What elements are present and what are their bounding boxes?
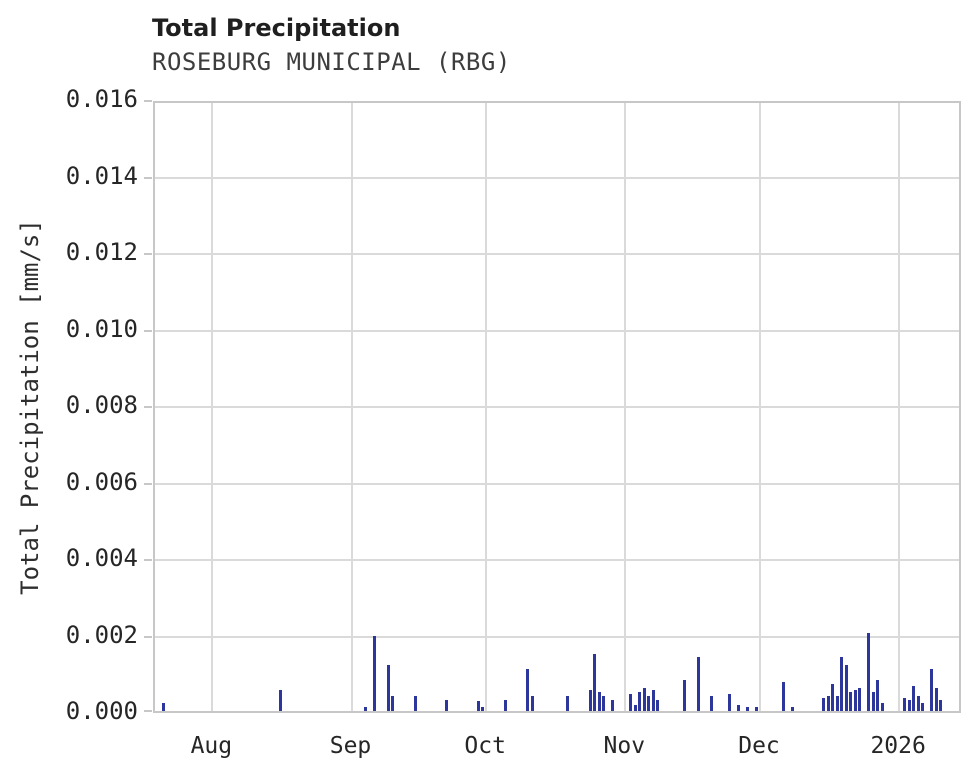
precipitation-bar bbox=[858, 688, 862, 711]
h-gridline bbox=[155, 635, 959, 638]
precipitation-bar bbox=[593, 653, 597, 711]
y-tick-mark bbox=[144, 329, 152, 332]
precipitation-bar bbox=[930, 668, 934, 711]
x-tick-label: Oct bbox=[464, 733, 506, 759]
precipitation-bar bbox=[907, 699, 911, 711]
precipitation-bar bbox=[530, 695, 534, 711]
precipitation-bar bbox=[413, 695, 417, 711]
precipitation-bar bbox=[939, 699, 943, 711]
x-tick-label: Dec bbox=[738, 733, 780, 759]
precipitation-bar bbox=[656, 699, 660, 711]
precipitation-bar bbox=[840, 657, 844, 711]
y-tick-mark bbox=[144, 559, 152, 561]
y-tick-label: 0.002 bbox=[65, 620, 138, 649]
h-gridline bbox=[155, 329, 959, 332]
precipitation-bar bbox=[162, 703, 166, 711]
precipitation-bar bbox=[844, 665, 848, 711]
precipitation-bar bbox=[822, 697, 826, 711]
h-gridline bbox=[155, 176, 959, 179]
y-tick-label: 0.010 bbox=[65, 314, 138, 343]
x-tick-label: Sep bbox=[329, 733, 372, 759]
y-tick-mark bbox=[144, 635, 152, 638]
v-gridline bbox=[485, 103, 488, 711]
precipitation-bar bbox=[638, 691, 642, 711]
precipitation-bar bbox=[647, 695, 651, 711]
y-tick-mark bbox=[144, 482, 152, 485]
precipitation-bar bbox=[391, 695, 395, 711]
h-gridline bbox=[155, 559, 959, 561]
x-tick-label: 2026 bbox=[870, 733, 926, 759]
precipitation-bar bbox=[526, 668, 530, 711]
y-tick-label: 0.000 bbox=[65, 697, 138, 725]
precipitation-bar bbox=[934, 688, 938, 711]
y-tick-mark bbox=[144, 406, 152, 408]
y-tick-label: 0.004 bbox=[65, 544, 138, 572]
precipitation-bar bbox=[597, 691, 601, 711]
precipitation-bar bbox=[602, 695, 606, 711]
precipitation-bar bbox=[476, 701, 480, 711]
precipitation-bar bbox=[921, 703, 925, 711]
precipitation-bar bbox=[755, 707, 758, 711]
precipitation-bar bbox=[445, 699, 449, 711]
precipitation-bar bbox=[629, 693, 633, 711]
y-tick-mark bbox=[144, 176, 152, 179]
plot-area bbox=[153, 101, 961, 713]
y-tick-mark bbox=[144, 710, 152, 712]
precipitation-bar bbox=[916, 695, 920, 711]
precipitation-bar bbox=[611, 699, 615, 711]
precipitation-bar bbox=[876, 680, 880, 711]
y-tick-label: 0.016 bbox=[65, 85, 138, 113]
precipitation-bar bbox=[696, 657, 700, 711]
precipitation-bar bbox=[728, 693, 732, 711]
v-gridline bbox=[211, 103, 214, 711]
precipitation-bar bbox=[831, 684, 835, 711]
precipitation-bar bbox=[651, 689, 655, 711]
precipitation-bar bbox=[642, 688, 646, 711]
chart-subtitle: ROSEBURG MUNICIPAL (RBG) bbox=[152, 48, 511, 76]
precipitation-bar bbox=[683, 680, 687, 711]
precipitation-bar bbox=[903, 697, 907, 711]
precipitation-bar bbox=[373, 636, 377, 711]
precipitation-bar bbox=[871, 691, 875, 711]
precipitation-bar bbox=[853, 689, 857, 711]
precipitation-bar bbox=[566, 695, 570, 711]
precipitation-bar bbox=[912, 686, 916, 711]
y-tick-label: 0.006 bbox=[65, 467, 138, 496]
precipitation-bar bbox=[481, 707, 485, 711]
x-tick-label: Aug bbox=[190, 733, 233, 759]
precipitation-bar bbox=[781, 682, 785, 711]
precipitation-bar bbox=[835, 695, 839, 711]
precipitation-bar bbox=[849, 691, 853, 711]
v-gridline bbox=[759, 103, 761, 711]
precipitation-bar bbox=[503, 699, 507, 711]
precipitation-bar bbox=[386, 665, 390, 711]
y-tick-label: 0.014 bbox=[65, 161, 138, 190]
precipitation-bar bbox=[826, 695, 830, 711]
x-tick-label: Nov bbox=[603, 733, 646, 759]
y-tick-mark bbox=[144, 100, 152, 102]
h-gridline bbox=[155, 406, 959, 408]
precipitation-bar bbox=[633, 705, 637, 711]
precipitation-bar bbox=[880, 703, 884, 711]
precipitation-bar bbox=[746, 707, 750, 711]
precipitation-bar bbox=[867, 632, 871, 711]
h-gridline bbox=[155, 482, 959, 485]
y-tick-mark bbox=[144, 253, 152, 255]
v-gridline bbox=[898, 103, 901, 711]
v-gridline bbox=[624, 103, 627, 711]
precipitation-bar bbox=[279, 689, 283, 711]
h-gridline bbox=[155, 253, 959, 255]
precipitation-bar bbox=[710, 695, 714, 711]
y-tick-label: 0.012 bbox=[65, 238, 138, 266]
precipitation-bar bbox=[737, 705, 741, 711]
precipitation-bar bbox=[790, 707, 794, 711]
v-gridline bbox=[350, 103, 353, 711]
chart-title: Total Precipitation bbox=[152, 14, 401, 42]
precipitation-bar bbox=[588, 689, 592, 711]
precipitation-bar bbox=[364, 707, 368, 711]
y-tick-label: 0.008 bbox=[65, 391, 138, 419]
